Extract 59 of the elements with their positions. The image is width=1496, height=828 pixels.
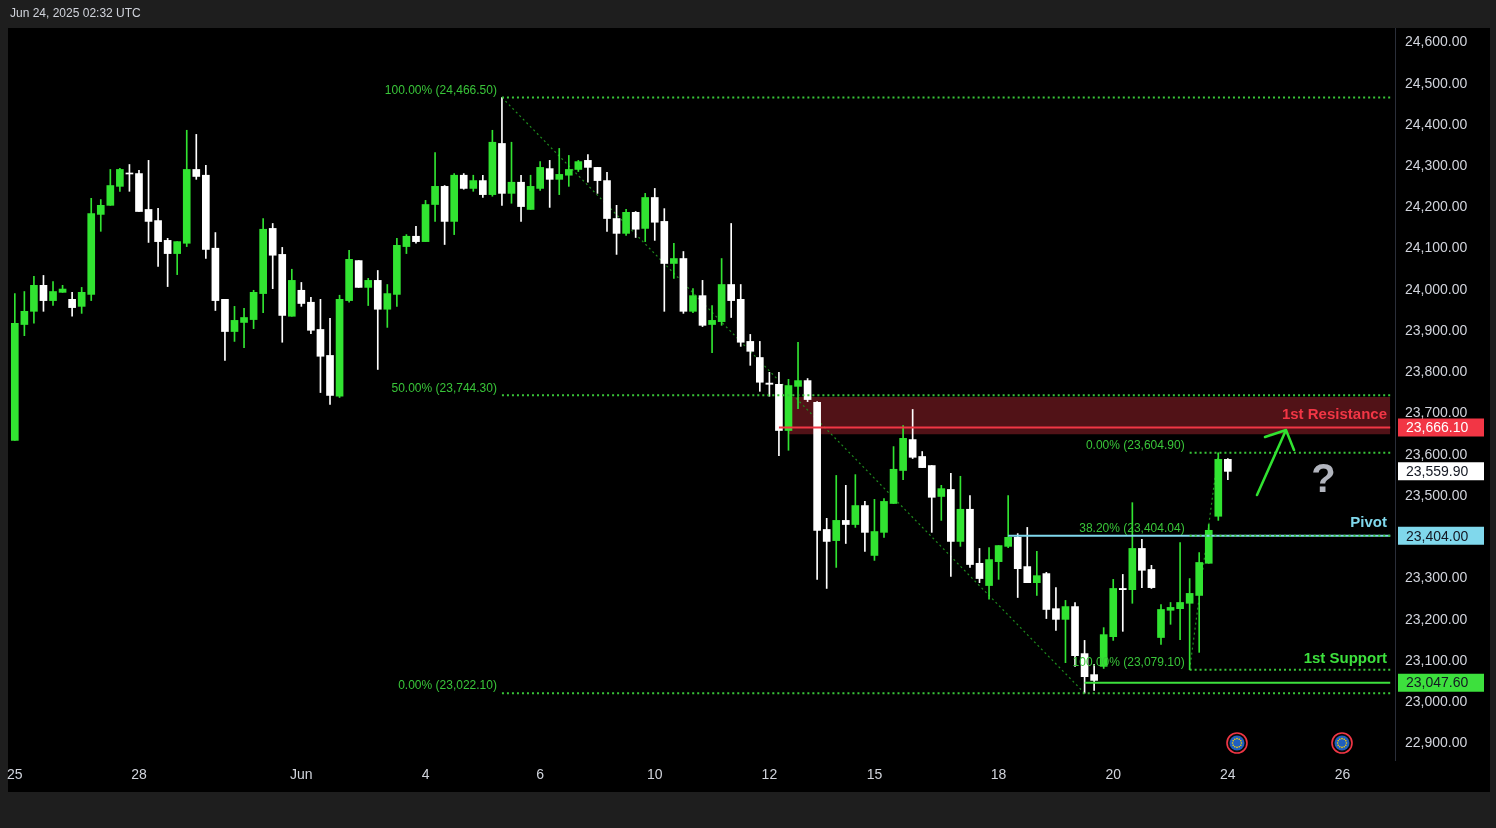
y-tick-label: 22,900.00: [1405, 734, 1468, 751]
y-tick-label: 23,000.00: [1405, 693, 1468, 710]
candlestick: [822, 518, 831, 589]
series-label: 1st Support: [1303, 648, 1387, 666]
candlestick: [545, 160, 554, 208]
y-tick-label: 24,400.00: [1405, 115, 1468, 132]
y-tick-label: 24,000.00: [1405, 280, 1468, 297]
y-tick-label: 24,500.00: [1405, 74, 1468, 91]
candlestick: [727, 223, 735, 318]
text: Jun 24, 2025 02:32 UTC: [10, 6, 142, 21]
candlestick: [1176, 542, 1184, 640]
y-tick-label: 23,800.00: [1405, 363, 1468, 380]
series-label: 50.00% (23,744.30): [391, 380, 497, 395]
x-tick-label: 20: [1105, 766, 1122, 783]
series-label: 0.00% (23,022.10): [398, 678, 497, 693]
y-tick-label: 23,600.00: [1405, 445, 1468, 462]
x-tick-label: 28: [131, 766, 147, 783]
x-tick-label: 25: [7, 766, 23, 783]
y-tick-label: 24,300.00: [1405, 157, 1468, 174]
data-label: 23,404.00: [1406, 527, 1469, 544]
candlestick: [937, 485, 946, 521]
candlestick: [841, 485, 850, 544]
series-label: 1st Resistance: [1281, 404, 1387, 422]
y-tick-label: 23,900.00: [1405, 321, 1468, 338]
x-tick-label: 24: [1220, 766, 1236, 783]
candlestick: [1118, 574, 1127, 632]
candlestick: [794, 341, 802, 409]
series-label: Pivot: [1350, 512, 1387, 530]
x-tick-label: 6: [536, 766, 545, 783]
series-label: 100.00% (24,466.50): [384, 82, 497, 97]
y-tick-label: 23,500.00: [1405, 486, 1468, 503]
candlestick: [555, 148, 564, 195]
data-label: 23,047.60: [1406, 674, 1469, 691]
x-tick-label: 15: [866, 766, 883, 783]
y-tick-label: 24,600.00: [1405, 33, 1468, 50]
y-tick-label: 23,300.00: [1405, 569, 1468, 586]
candlestick: [1004, 495, 1012, 548]
annotation: ?: [1311, 456, 1336, 501]
candlestick: [564, 155, 573, 187]
candlestick: [1032, 551, 1041, 596]
x-tick-label: 12: [761, 766, 778, 783]
candlestick: [192, 134, 201, 180]
y-tick-label: 24,100.00: [1405, 239, 1468, 256]
data-label: 23,666.10: [1406, 419, 1469, 436]
candlestick: [670, 242, 678, 279]
x-tick-label: 10: [646, 766, 663, 783]
text: 23,559.90: [1406, 463, 1469, 480]
candlestick: [240, 308, 248, 348]
y-tick-label: 23,100.00: [1405, 651, 1468, 668]
x-tick-label: Jun: [290, 766, 313, 783]
candlestick: [832, 475, 841, 568]
series-label: 0.00% (23,604.90): [1085, 438, 1185, 453]
x-tick-label: 4: [421, 766, 430, 783]
x-tick-label: 18: [990, 766, 1007, 783]
y-tick-label: 24,200.00: [1405, 198, 1468, 215]
x-tick-label: 26: [1334, 766, 1351, 783]
y-tick-label: 23,700.00: [1405, 404, 1468, 421]
y-tick-label: 23,200.00: [1405, 610, 1468, 627]
candlestick: [708, 305, 716, 353]
